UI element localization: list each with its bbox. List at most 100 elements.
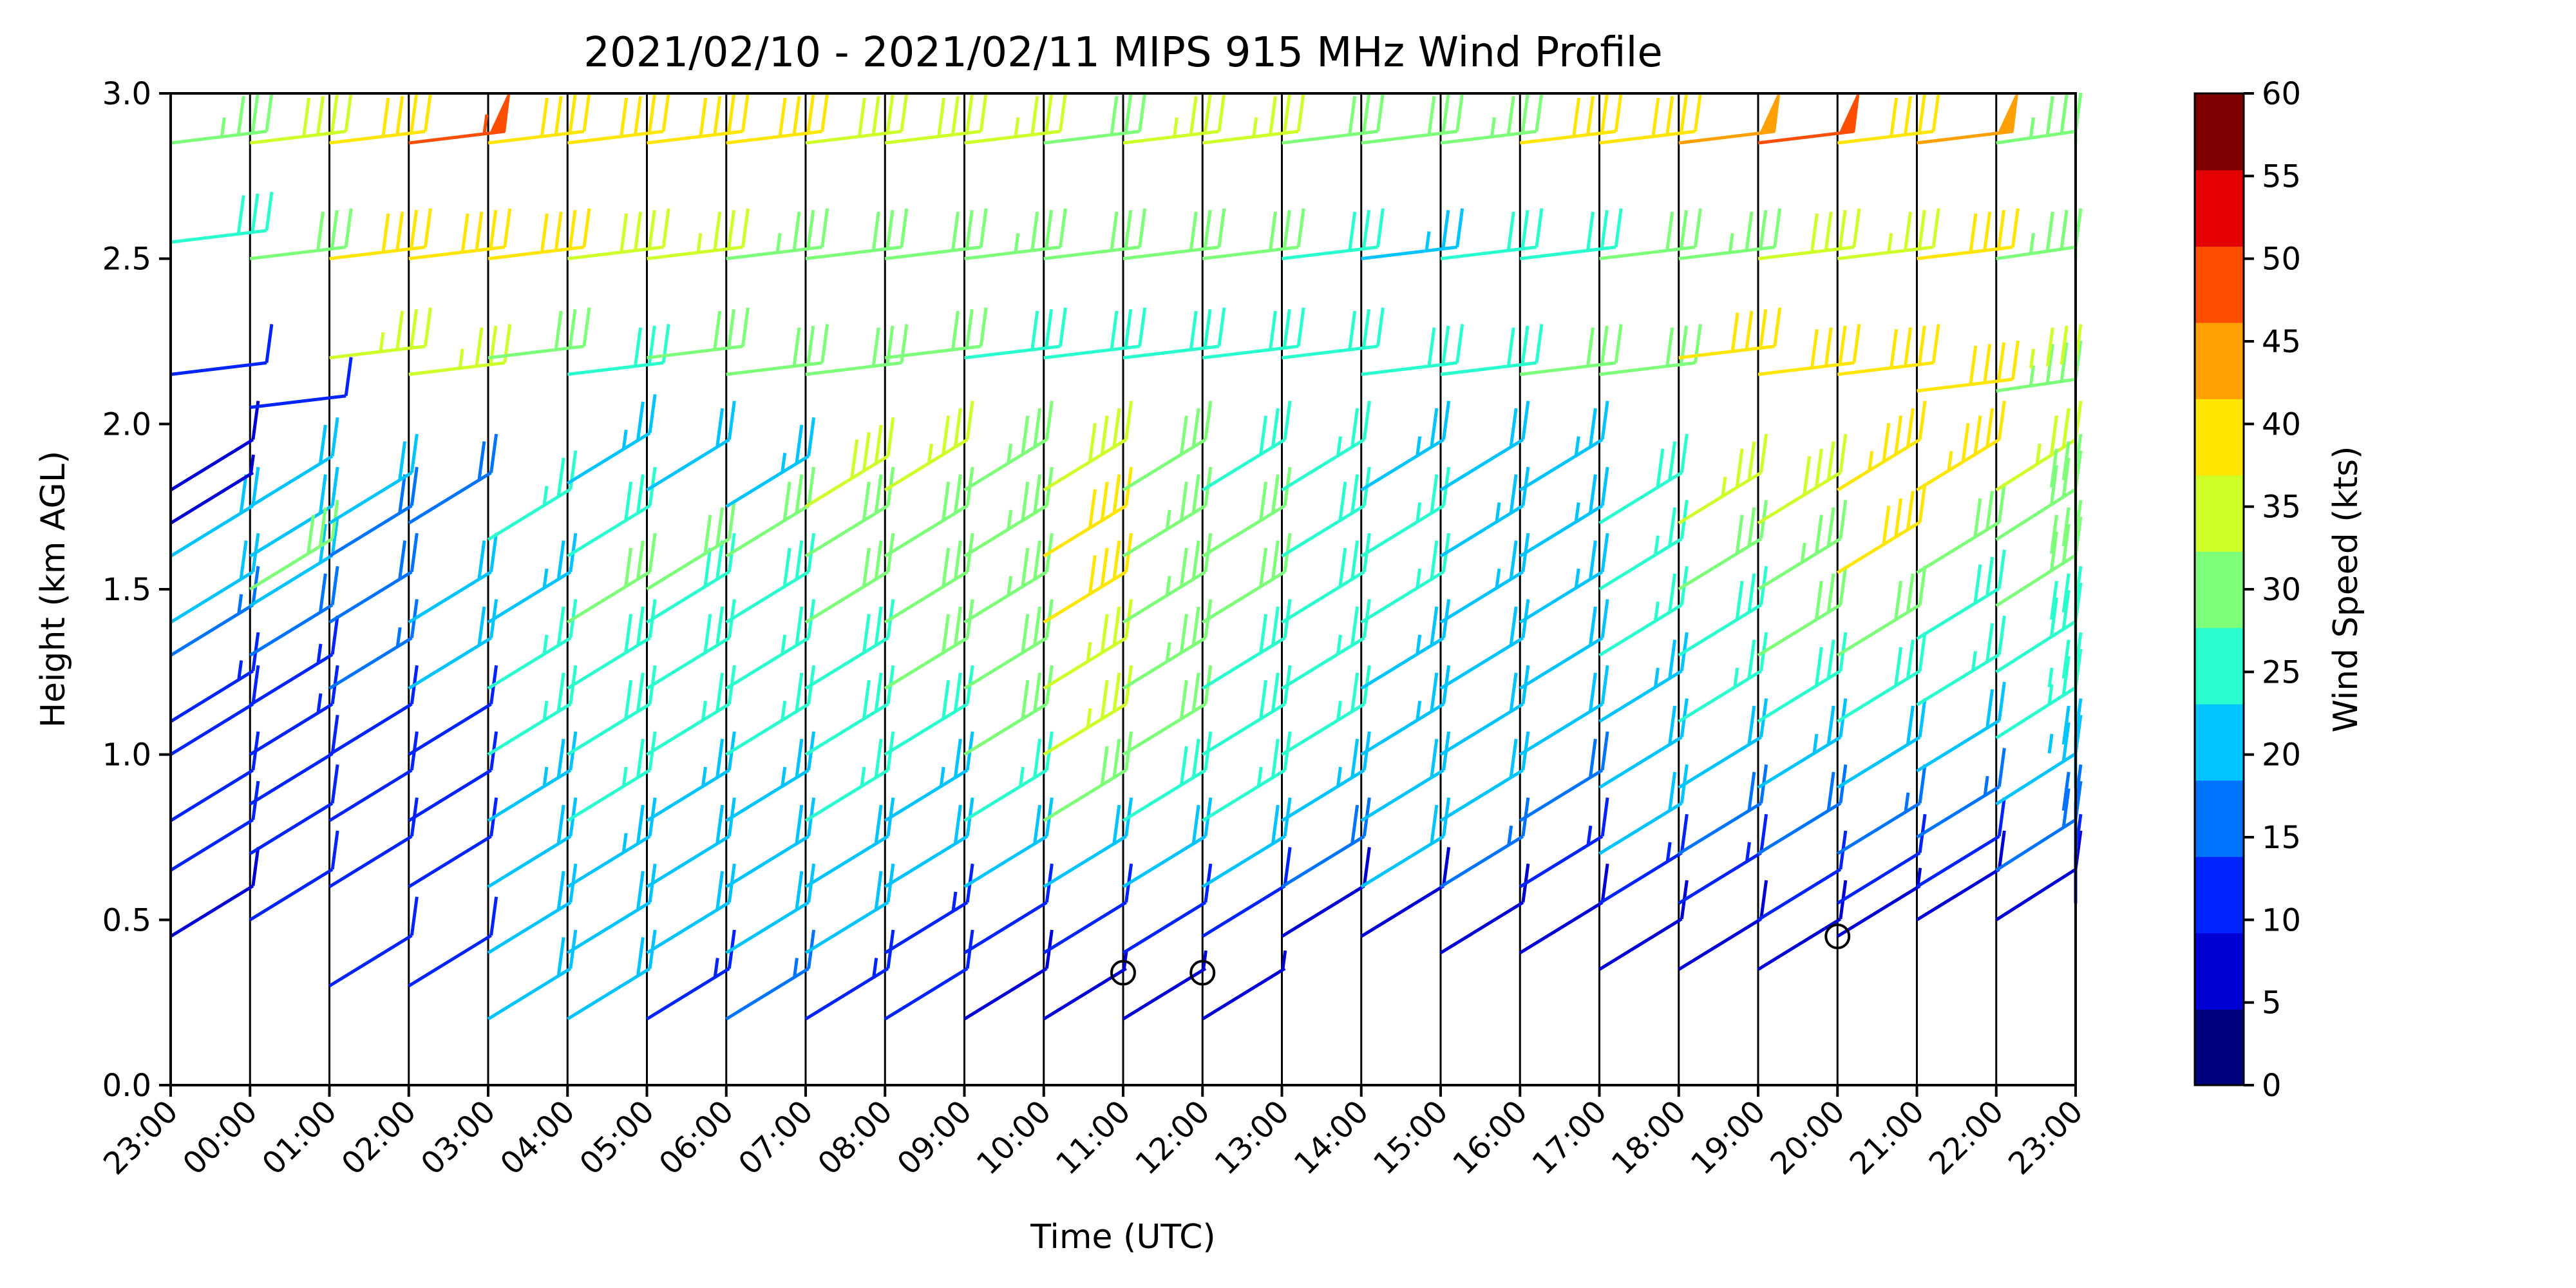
barb-feather <box>2061 705 2070 745</box>
barb-feather <box>715 606 724 646</box>
barb-feather <box>1138 92 1147 132</box>
barb-staff <box>1122 438 1207 492</box>
barb-feather <box>316 95 325 135</box>
barb-feather <box>1021 481 1030 521</box>
wind-barb <box>1757 433 1848 525</box>
barb-feather <box>1124 309 1133 348</box>
barb-staff <box>1519 361 1616 376</box>
barb-staff <box>487 901 572 954</box>
barb-staff <box>169 504 254 558</box>
barb-feather <box>1839 500 1848 539</box>
barb-feather <box>1110 211 1119 251</box>
barb-feather <box>423 208 432 248</box>
barb-half-feather <box>1653 535 1660 556</box>
barb-staff <box>726 129 822 145</box>
barb-feather <box>782 481 791 521</box>
wind-barb <box>408 533 498 624</box>
barb-staff <box>1519 438 1604 492</box>
barb-feather <box>1021 679 1030 719</box>
barb-feather <box>1179 746 1188 786</box>
barb-feather <box>1509 540 1518 580</box>
barb-feather <box>1759 210 1768 249</box>
barb-feather <box>871 327 880 366</box>
barb-feather <box>715 540 724 580</box>
barb-feather <box>330 764 339 804</box>
wind-barb <box>1519 208 1623 261</box>
barb-staff <box>963 570 1048 624</box>
barb-feather <box>1917 325 1926 365</box>
barb-feather <box>1112 672 1121 712</box>
barb-feather <box>2060 325 2069 365</box>
barb-feather <box>1030 211 1039 251</box>
colorbar-segment <box>2195 933 2244 1010</box>
wind-barb <box>1043 950 1128 1021</box>
barb-feather <box>1997 615 2006 655</box>
wind-barb <box>1757 92 1860 145</box>
barb-feather <box>699 97 708 137</box>
barb-feather <box>1509 474 1518 514</box>
barb-feather <box>1350 474 1359 514</box>
x-tick-label: 11:00 <box>1049 1094 1137 1182</box>
barb-staff <box>1201 570 1286 624</box>
barb-feather <box>318 507 327 547</box>
barb-feather <box>1058 307 1067 347</box>
barb-feather <box>1259 547 1268 587</box>
barb-staff <box>408 934 492 988</box>
barb-staff <box>1439 901 1524 954</box>
wind-barb <box>1282 208 1385 261</box>
x-tick-label: 00:00 <box>176 1094 264 1182</box>
barb-staff <box>1043 504 1127 558</box>
barb-feather <box>1282 94 1291 134</box>
x-tick-label: 04:00 <box>493 1094 582 1182</box>
barb-half-feather <box>1653 667 1660 688</box>
barb-staff <box>1201 835 1286 889</box>
barb-feather <box>489 433 498 473</box>
barb-feather <box>1430 739 1439 778</box>
barb-feather <box>1455 92 1464 132</box>
barb-feather <box>661 92 670 132</box>
barb-feather <box>410 94 419 134</box>
barb-staff <box>1043 129 1140 145</box>
barb-feather <box>1535 208 1544 248</box>
barb-feather <box>782 547 791 587</box>
wind-barb <box>725 665 816 756</box>
barb-staff <box>964 245 1061 261</box>
barb-feather <box>1747 507 1756 547</box>
barb-half-feather <box>1416 634 1422 655</box>
barb-feather <box>395 95 404 135</box>
barb-staff <box>646 835 730 889</box>
barb-feather <box>1904 211 1912 251</box>
barb-feather <box>395 211 404 251</box>
barb-feather <box>713 310 722 350</box>
barb-feather <box>1100 415 1109 455</box>
wind-barb <box>1995 450 2083 542</box>
barb-staff <box>1360 570 1444 624</box>
barb-feather <box>1271 540 1280 580</box>
x-tick-label: 07:00 <box>732 1094 820 1182</box>
barb-feather <box>1969 345 1978 385</box>
barb-half-feather <box>2029 365 2035 385</box>
barb-feather <box>1826 639 1835 679</box>
wind-barb <box>964 307 1067 360</box>
wind-barb <box>646 401 736 492</box>
wind-barb <box>1281 599 1371 690</box>
wind-barb <box>1678 813 1768 905</box>
barb-feather <box>1745 310 1754 350</box>
wind-barb <box>1678 307 1782 360</box>
barb-staff <box>249 703 334 756</box>
barb-feather <box>1588 739 1597 778</box>
barb-feather <box>1985 623 1994 663</box>
barb-half-feather <box>1733 667 1739 688</box>
wind-barb <box>1043 533 1133 624</box>
barb-feather <box>871 95 880 135</box>
barb-staff <box>1202 345 1299 360</box>
barb-staff <box>1598 802 1683 855</box>
barb-feather <box>1430 672 1439 712</box>
barb-feather <box>477 606 486 646</box>
wind-barb <box>964 92 1067 145</box>
wind-barb <box>408 896 498 988</box>
barb-feather <box>1747 772 1756 811</box>
wind-barb <box>1202 208 1305 261</box>
wind-barb <box>1836 483 1927 574</box>
barb-feather <box>1680 813 1689 853</box>
